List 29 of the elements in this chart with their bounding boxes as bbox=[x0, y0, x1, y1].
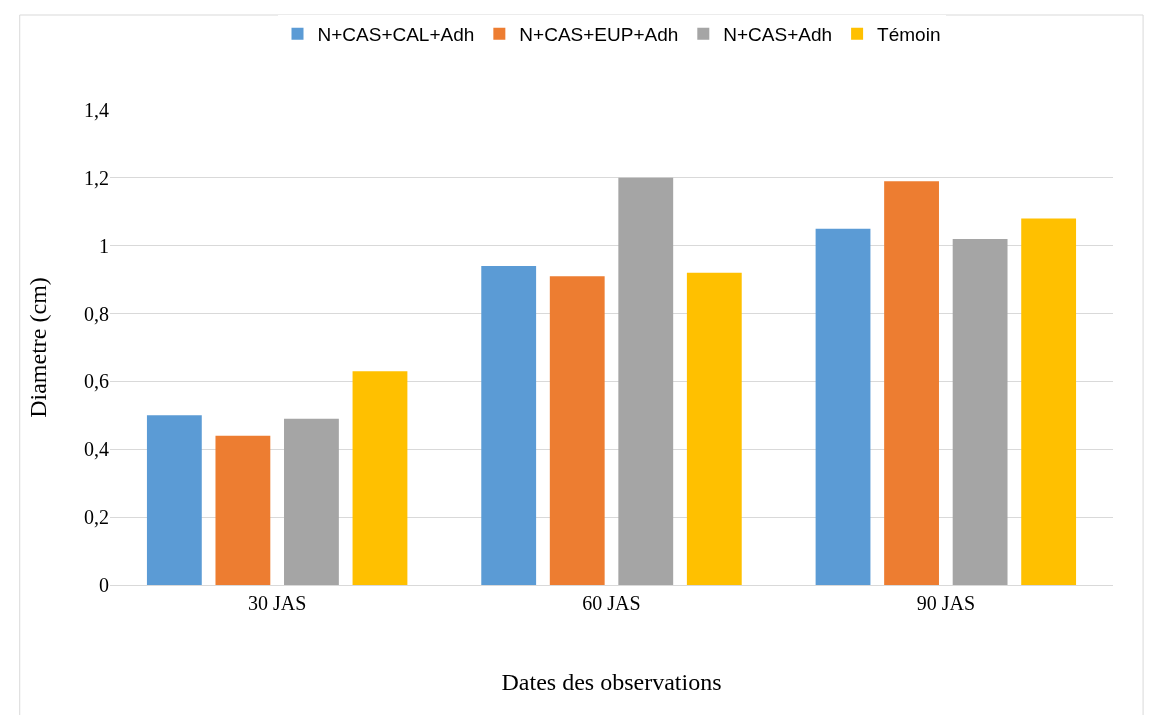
legend-label: N+CAS+EUP+Adh bbox=[519, 24, 679, 46]
y-tick-label: 1,4 bbox=[84, 99, 109, 121]
x-tick-label: 90 JAS bbox=[916, 592, 976, 614]
bar bbox=[549, 276, 605, 585]
y-tick-label: 0,8 bbox=[84, 302, 109, 325]
x-tick-label: 60 JAS bbox=[582, 592, 641, 614]
y-tick-label: 1,2 bbox=[84, 166, 109, 189]
y-tick-label: 0,6 bbox=[84, 370, 109, 393]
bar bbox=[884, 181, 939, 585]
bar bbox=[146, 415, 202, 585]
bar bbox=[1021, 218, 1077, 585]
bar bbox=[618, 177, 674, 585]
legend-label: N+CAS+CAL+Adh bbox=[317, 24, 475, 46]
bar bbox=[481, 266, 537, 585]
bar bbox=[352, 371, 408, 585]
x-tick-label: 30 JAS bbox=[247, 592, 307, 614]
y-tick-label: 0,4 bbox=[84, 438, 109, 461]
x-axis-title: Dates des observations bbox=[501, 669, 722, 696]
y-tick-label: 0,2 bbox=[84, 506, 109, 529]
bar bbox=[215, 435, 271, 585]
y-tick-label: 1 bbox=[99, 234, 109, 257]
bar bbox=[284, 418, 339, 585]
bar bbox=[686, 272, 742, 585]
bar bbox=[815, 228, 871, 585]
legend-label: Témoin bbox=[877, 24, 941, 46]
y-axis-title: Diametre (cm) bbox=[25, 277, 52, 418]
y-tick-label: 0 bbox=[99, 574, 109, 596]
legend-label: N+CAS+Adh bbox=[723, 24, 833, 46]
bar bbox=[952, 238, 1008, 585]
